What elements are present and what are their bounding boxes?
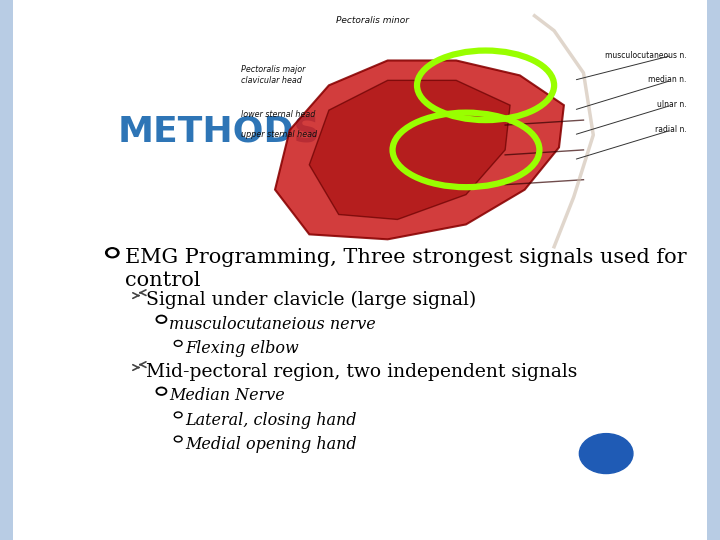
- Text: lower sternal head: lower sternal head: [240, 110, 315, 119]
- Text: Signal under clavicle (large signal): Signal under clavicle (large signal): [145, 291, 476, 309]
- Text: median n.: median n.: [648, 76, 686, 84]
- Text: Flexing elbow: Flexing elbow: [185, 340, 299, 357]
- Text: Pectoralis minor: Pectoralis minor: [336, 16, 410, 25]
- Text: EMG Programming, Three strongest signals used for: EMG Programming, Three strongest signals…: [125, 248, 686, 267]
- Circle shape: [106, 248, 119, 258]
- Text: METHODS: METHODS: [118, 114, 320, 148]
- Text: Medial opening hand: Medial opening hand: [185, 436, 356, 453]
- Text: musculocutaneious nerve: musculocutaneious nerve: [169, 315, 376, 333]
- Text: control: control: [125, 271, 200, 289]
- Text: Pectoralis major
clavicular head: Pectoralis major clavicular head: [240, 65, 305, 85]
- Circle shape: [580, 434, 633, 474]
- Polygon shape: [310, 80, 510, 219]
- Text: radial n.: radial n.: [654, 125, 686, 134]
- Circle shape: [109, 250, 116, 255]
- Polygon shape: [275, 60, 564, 239]
- Text: musculocutaneous n.: musculocutaneous n.: [605, 51, 686, 59]
- Text: Mid-pectoral region, two independent signals: Mid-pectoral region, two independent sig…: [145, 363, 577, 381]
- Text: upper sternal head: upper sternal head: [240, 130, 317, 139]
- Text: Median Nerve: Median Nerve: [169, 388, 285, 404]
- Text: ulnar n.: ulnar n.: [657, 100, 686, 109]
- Text: Lateral, closing hand: Lateral, closing hand: [185, 411, 356, 429]
